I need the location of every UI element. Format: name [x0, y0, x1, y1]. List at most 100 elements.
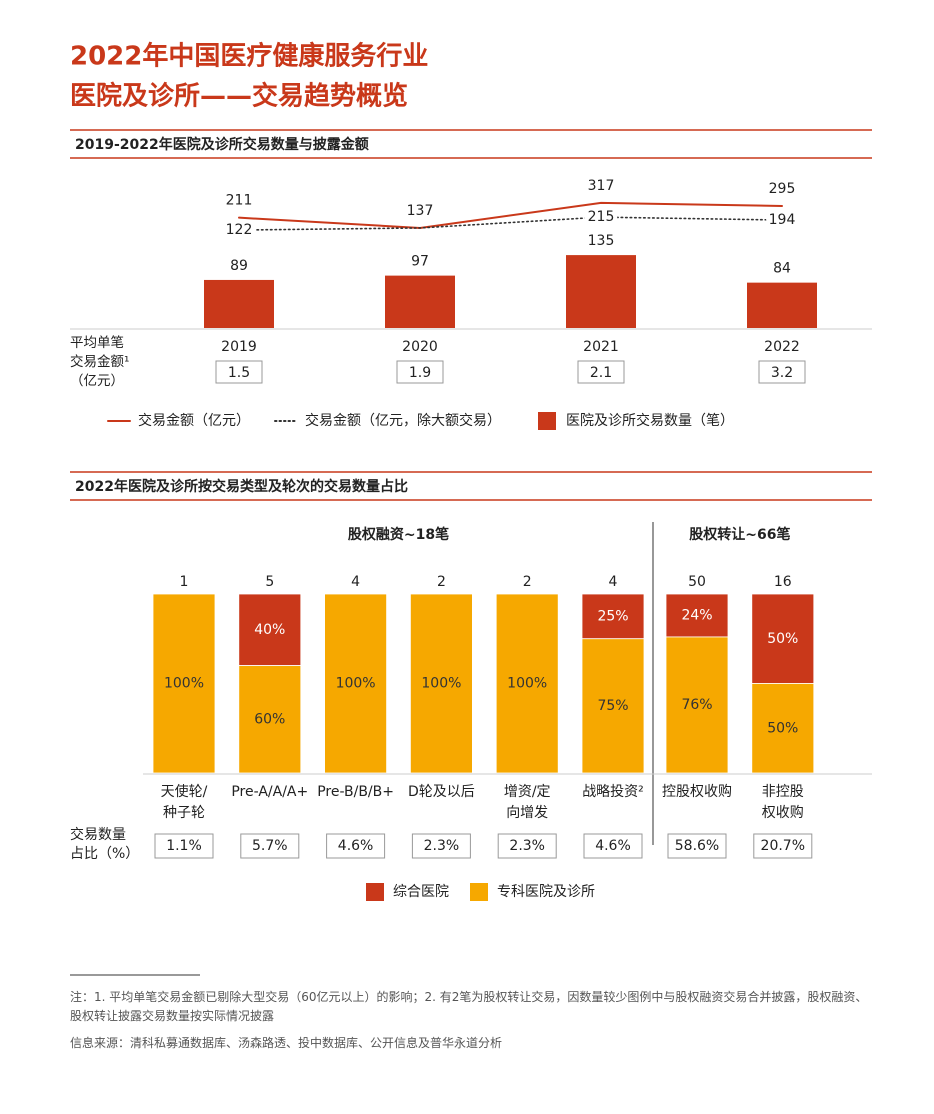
share-box [240, 833, 300, 859]
bar-label: 135 [588, 233, 615, 249]
share-value: 20.7% [761, 838, 805, 854]
notes: 注：1. 平均单笔交易金额已剔除大型交易（60亿元以上）的影响；2. 有2笔为股… [70, 990, 868, 1023]
value-box [758, 360, 806, 384]
x-tick-label: D轮及以后 [408, 784, 475, 800]
segment-label: 100% [336, 676, 376, 692]
bar-segment [751, 593, 815, 684]
legend-swatch [470, 883, 488, 901]
x-tick-label: 2020 [402, 339, 438, 355]
section-title: 2019-2022年医院及诊所交易数量与披露金额 [75, 136, 369, 153]
avg-value: 1.9 [409, 365, 431, 381]
avg-value: 1.5 [228, 365, 250, 381]
x-tick-label: 2019 [221, 339, 257, 355]
bar-segment [238, 665, 302, 774]
bar-segment [665, 636, 729, 774]
group-label: 股权转让~66笔 [689, 526, 790, 543]
bar [385, 275, 455, 328]
bar-segment [581, 593, 645, 640]
page-title: 2022年中国医疗健康服务行业 [70, 41, 428, 72]
source: 信息来源：清科私募通数据库、汤森路透、投中数据库、公开信息及普华永道分析 [70, 1036, 503, 1050]
line-label: 194 [769, 212, 796, 228]
share-value: 4.6% [595, 838, 631, 854]
x-tick-label: 控股权收购 [662, 784, 732, 800]
bar [566, 255, 636, 328]
bar-segment [238, 593, 302, 666]
group-label: 股权融资~18笔 [348, 526, 449, 543]
share-box [154, 833, 214, 859]
total-label: 4 [351, 574, 360, 590]
x-tick-label: Pre-B/B/B+ [317, 784, 394, 800]
x-tick-label: 战略投资² [582, 784, 644, 800]
x-tick-label: 天使轮/ 种子轮 [160, 784, 208, 821]
x-tick-label: 2021 [583, 339, 619, 355]
total-label: 1 [180, 574, 189, 590]
legend-label: 交易金额（亿元，除大额交易） [305, 412, 501, 429]
x-tick-label: Pre-A/A/A+ [231, 784, 309, 800]
legend-label: 综合医院 [393, 884, 449, 900]
segment-label: 100% [507, 676, 547, 692]
total-label: 2 [437, 574, 446, 590]
bar-label: 97 [411, 254, 429, 270]
share-box [326, 833, 386, 859]
share-value: 4.6% [338, 838, 374, 854]
legend-swatch [366, 883, 384, 901]
total-label: 16 [774, 574, 792, 590]
line-label: 137 [407, 203, 434, 219]
segment-label: 100% [164, 676, 204, 692]
share-label: 交易数量 占比（%） [70, 827, 140, 862]
bar-segment [751, 683, 815, 774]
legend-label: 医院及诊所交易数量（笔） [566, 412, 734, 429]
bar [204, 279, 274, 328]
segment-label: 100% [421, 676, 461, 692]
bar [747, 282, 817, 328]
legend-label: 交易金额（亿元） [138, 412, 250, 429]
segment-label: 40% [254, 622, 285, 638]
legend-label: 专科医院及诊所 [497, 884, 595, 900]
x-tick-label: 增资/定 向增发 [503, 784, 551, 821]
total-label: 50 [688, 574, 706, 590]
section-title: 2022年医院及诊所按交易类型及轮次的交易数量占比 [75, 478, 408, 495]
segment-label: 75% [597, 698, 628, 714]
x-tick-label: 非控股 权收购 [761, 784, 804, 821]
bar-segment [409, 593, 473, 774]
share-box [583, 833, 643, 859]
share-box [753, 833, 813, 859]
segment-label: 50% [767, 720, 798, 736]
bar-segment [152, 593, 216, 774]
avg-value: 2.1 [590, 365, 612, 381]
value-box [215, 360, 263, 384]
share-value: 1.1% [166, 838, 202, 854]
line [238, 216, 783, 231]
value-box [396, 360, 444, 384]
segment-label: 25% [597, 608, 628, 624]
line-label: 295 [769, 181, 796, 197]
bar-segment [581, 638, 645, 774]
line-label: 215 [588, 209, 615, 225]
bar-label: 84 [773, 261, 791, 277]
share-box [667, 833, 727, 859]
bar-label: 89 [230, 258, 248, 274]
share-value: 2.3% [424, 838, 460, 854]
line [238, 201, 783, 229]
share-box [497, 833, 557, 859]
row-label: 平均单笔 交易金额¹ （亿元） [70, 335, 130, 389]
share-box [411, 833, 471, 859]
segment-label: 24% [681, 607, 712, 623]
line-label: 211 [226, 193, 253, 209]
value-box [577, 360, 625, 384]
total-label: 4 [609, 574, 618, 590]
segment-label: 50% [767, 631, 798, 647]
total-label: 5 [265, 574, 274, 590]
bar-segment [495, 593, 559, 774]
total-label: 2 [523, 574, 532, 590]
page-title: 医院及诊所——交易趋势概览 [70, 81, 408, 112]
share-value: 5.7% [252, 838, 288, 854]
x-tick-label: 2022 [764, 339, 800, 355]
segment-label: 76% [681, 697, 712, 713]
legend-swatch [538, 412, 556, 430]
segment-label: 60% [254, 711, 285, 727]
share-value: 2.3% [509, 838, 545, 854]
line-label: 122 [226, 222, 253, 238]
